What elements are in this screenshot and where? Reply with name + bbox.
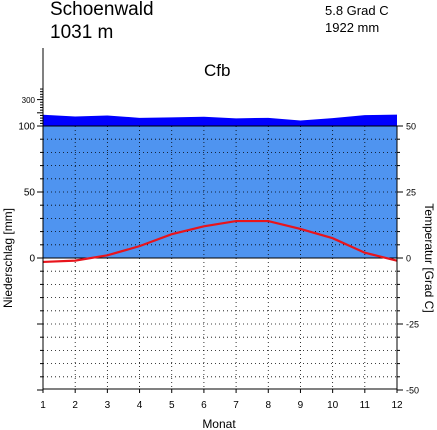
x-axis-ticks: 1 2 3 4 5 6 7 8 9 10 11 12 — [40, 389, 403, 411]
station-name: Schoenwald — [50, 0, 154, 20]
mean-temperature: 5.8 Grad C — [325, 3, 389, 18]
x-tick-label: 5 — [169, 400, 175, 411]
right-axis-ticks: 50 25 0 -25 -50 — [406, 122, 419, 396]
left-tick-label: 300 — [22, 96, 36, 105]
precipitation-area — [43, 114, 397, 258]
temperature-line — [42, 219, 398, 264]
x-tick-label: 11 — [360, 400, 371, 411]
x-tick-label: 4 — [137, 400, 143, 411]
left-tick-label: 100 — [18, 122, 35, 133]
x-tick-label: 7 — [233, 400, 239, 411]
x-tick-label: 3 — [105, 400, 111, 411]
x-tick-label: 10 — [327, 400, 339, 411]
x-tick-label: 8 — [265, 400, 271, 411]
x-axis-label: Monat — [202, 417, 236, 430]
left-axis-label: Niederschlag [mm] — [1, 208, 15, 308]
right-tick-label: -25 — [406, 320, 419, 330]
right-axis-label: Temperatur [Grad C] — [422, 203, 436, 312]
station-elevation: 1031 m — [50, 22, 113, 43]
left-axis-ticks: 0 50 100 300 — [18, 96, 35, 264]
left-tick-label: 0 — [29, 254, 35, 265]
x-tick-label: 6 — [201, 400, 207, 411]
right-tick-label: 0 — [406, 254, 411, 264]
right-tick-label: 50 — [406, 122, 416, 132]
axes — [37, 48, 403, 391]
right-tick-label: 25 — [406, 188, 416, 198]
left-tick-label: 50 — [24, 188, 36, 199]
x-tick-label: 9 — [298, 400, 304, 411]
x-tick-label: 2 — [72, 400, 78, 411]
right-tick-label: -50 — [406, 386, 419, 396]
climate-class: Cfb — [204, 61, 230, 80]
grid-lines — [43, 125, 397, 389]
temperature-series — [42, 219, 398, 264]
annual-precipitation: 1922 mm — [325, 20, 379, 35]
x-tick-label: 12 — [391, 400, 403, 411]
precip-band-above-100 — [43, 114, 397, 126]
x-tick-label: 1 — [40, 400, 46, 411]
